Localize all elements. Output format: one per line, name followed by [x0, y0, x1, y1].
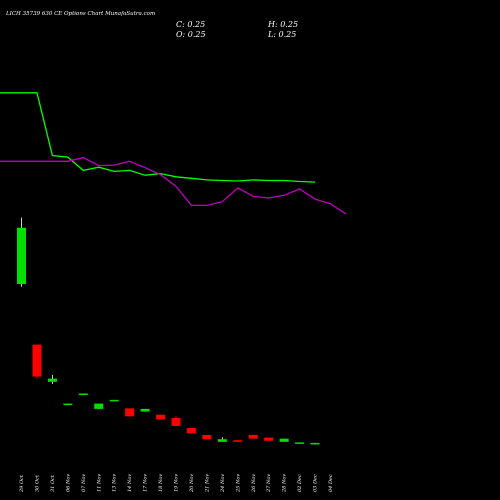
x-axis-labels: 29 Oct 30 Oct 31 Oct 06 Nov 07 Nov 11 Nov 13 N… [19, 474, 334, 493]
x-tick-label: 11 Nov [96, 474, 102, 492]
candle [63, 403, 73, 406]
x-tick-label: 14 Nov [127, 474, 133, 492]
x-tick-label: 25 Nov [235, 474, 241, 493]
candle-body [47, 378, 57, 382]
x-tick-label: 19 Nov [174, 474, 180, 492]
candle [125, 408, 135, 417]
candle [279, 438, 289, 442]
candle [310, 442, 320, 445]
x-tick-label: 28 Nov [282, 474, 288, 493]
candle-body [125, 408, 135, 417]
x-tick-label: 26 Nov [251, 474, 257, 493]
candle-body [171, 417, 181, 426]
candle-body [202, 434, 212, 440]
candle [217, 437, 227, 442]
x-tick-label: 17 Nov [143, 474, 149, 492]
candle-body [17, 227, 26, 285]
candle [233, 440, 243, 442]
candle [109, 399, 119, 402]
x-tick-label: 27 Nov [266, 474, 272, 493]
candle-body [295, 442, 305, 444]
candlesticks [17, 217, 320, 445]
x-tick-label: 24 Nov [220, 474, 226, 493]
candle-body [186, 428, 196, 434]
candle [78, 393, 88, 395]
x-tick-label: 31 Oct [50, 474, 56, 492]
candle [248, 434, 258, 439]
high-value: H: 0.25 [267, 20, 298, 29]
x-tick-label: 20 Nov [189, 474, 195, 493]
candle [94, 403, 104, 409]
candle-body [264, 437, 274, 441]
candle [140, 408, 150, 412]
candle [202, 434, 212, 440]
candle [295, 442, 305, 444]
x-tick-label: 29 Oct [19, 474, 25, 493]
candle-body [109, 399, 119, 402]
candle-body [156, 414, 166, 420]
candle [32, 344, 42, 379]
x-tick-label: 03 Dec [313, 474, 319, 492]
close-value: C: 0.25 [176, 20, 205, 29]
candle [186, 428, 196, 434]
low-value: L: 0.25 [267, 30, 296, 39]
candle [17, 217, 26, 287]
candle-body [248, 434, 258, 439]
ma-short-line [0, 92, 316, 183]
x-tick-label: 06 Nov [65, 474, 71, 492]
moving-average-lines [0, 92, 347, 215]
candle-body [63, 403, 73, 406]
candle-body [78, 393, 88, 395]
candle-body [32, 344, 42, 377]
open-value: O: 0.25 [176, 30, 206, 39]
ma-long-line [0, 156, 347, 215]
x-tick-label: 13 Nov [112, 474, 118, 492]
candle [156, 414, 166, 420]
candle-body [233, 440, 243, 442]
x-tick-label: 07 Nov [81, 474, 87, 492]
x-tick-label: 21 Nov [204, 474, 210, 493]
x-tick-label: 18 Nov [158, 474, 164, 492]
candle-body [140, 408, 150, 412]
candle [47, 374, 57, 384]
candle-body [94, 403, 104, 409]
candle-body [279, 438, 289, 442]
x-tick-label: 30 Oct [34, 474, 40, 492]
chart-title: LICH 35739 630 CE Options Chart MunafaSu… [5, 11, 155, 17]
candle [171, 415, 181, 426]
x-tick-label: 04 Dec [328, 474, 334, 492]
candle [264, 437, 274, 441]
x-tick-label: 02 Dec [297, 474, 303, 492]
candle-body [310, 442, 320, 445]
candle-body [217, 439, 227, 442]
